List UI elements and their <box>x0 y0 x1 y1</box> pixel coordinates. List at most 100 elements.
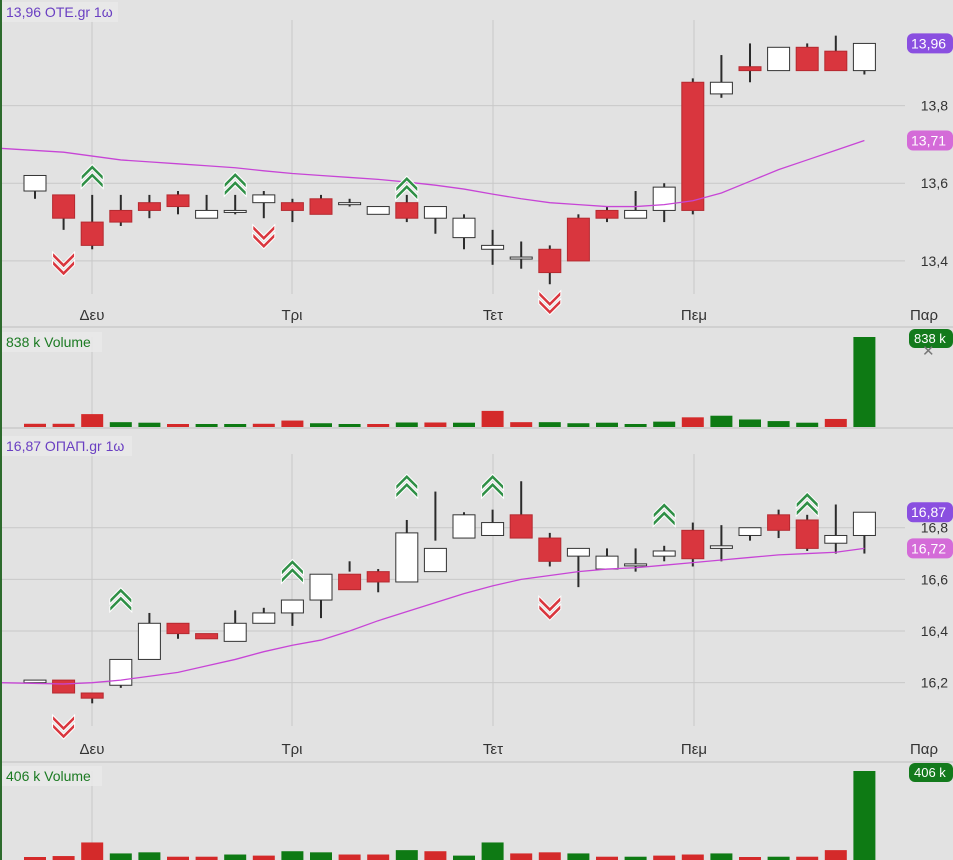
candle[interactable] <box>652 550 676 557</box>
candle[interactable] <box>395 202 419 219</box>
volume-bar[interactable] <box>338 854 361 860</box>
candle[interactable] <box>852 42 876 72</box>
volume-bar[interactable] <box>538 852 561 860</box>
candle[interactable] <box>23 174 47 192</box>
volume-bar[interactable] <box>796 422 819 427</box>
volume-bar[interactable] <box>653 421 676 427</box>
candle[interactable] <box>509 514 533 539</box>
volume-bar[interactable] <box>281 420 304 427</box>
candle[interactable] <box>252 194 276 204</box>
candle[interactable] <box>109 209 133 223</box>
volume-bar[interactable] <box>824 418 847 427</box>
candle[interactable] <box>52 194 76 219</box>
candle[interactable] <box>166 194 190 208</box>
candle[interactable] <box>252 612 276 624</box>
volume-bar[interactable] <box>710 853 733 860</box>
opap-volume-panel[interactable]: 406 k Volume 406 k <box>2 763 953 860</box>
candle[interactable] <box>681 529 705 560</box>
candle[interactable] <box>595 209 619 219</box>
candle[interactable] <box>709 545 733 549</box>
volume-bar[interactable] <box>367 424 390 427</box>
volume-bar[interactable] <box>310 423 332 427</box>
volume-bar[interactable] <box>424 851 447 860</box>
candle[interactable] <box>309 573 333 601</box>
opap-price-panel[interactable]: 16,2 16,4 16,6 16,816,87 16,72 16,87 ΟΠΑΠ.gr… <box>0 436 953 740</box>
candle[interactable] <box>538 537 562 562</box>
volume-bar[interactable] <box>195 856 218 860</box>
candle[interactable] <box>166 622 190 635</box>
candle[interactable] <box>481 522 505 536</box>
volume-bar[interactable] <box>224 424 247 427</box>
volume-bar[interactable] <box>510 422 533 427</box>
volume-bar[interactable] <box>81 414 104 427</box>
candle[interactable] <box>23 679 47 684</box>
candle[interactable] <box>852 511 876 536</box>
candle[interactable] <box>280 599 304 614</box>
candle[interactable] <box>795 519 819 549</box>
volume-bar[interactable] <box>853 771 876 860</box>
volume-bar[interactable] <box>138 852 161 860</box>
candle[interactable] <box>452 514 476 539</box>
volume-bar[interactable] <box>510 853 533 860</box>
candle[interactable] <box>338 573 362 591</box>
candle[interactable] <box>681 81 705 211</box>
volume-bar[interactable] <box>252 855 275 860</box>
ote-price-panel[interactable]: 13,4 13,6 13,8 13,96 13,71 13,96 OTE.gr 1ω <box>0 2 953 316</box>
candle[interactable] <box>566 217 590 262</box>
candle[interactable] <box>195 633 219 640</box>
volume-bar[interactable] <box>195 424 218 427</box>
volume-bar[interactable] <box>52 423 75 427</box>
volume-bar[interactable] <box>767 421 790 427</box>
candle[interactable] <box>366 206 390 215</box>
candle[interactable] <box>452 217 476 239</box>
volume-bar[interactable] <box>338 424 361 427</box>
volume-bar[interactable] <box>167 424 189 427</box>
candle[interactable] <box>423 547 447 573</box>
volume-bar[interactable] <box>796 856 819 860</box>
candle[interactable] <box>223 209 247 213</box>
candle[interactable] <box>595 555 619 570</box>
volume-bar[interactable] <box>224 854 247 860</box>
volume-bar[interactable] <box>710 415 733 427</box>
candle[interactable] <box>566 547 590 557</box>
volume-bar[interactable] <box>739 857 761 860</box>
candle[interactable] <box>137 202 161 211</box>
volume-bar[interactable] <box>853 337 876 427</box>
candle[interactable] <box>767 46 791 72</box>
candle[interactable] <box>223 622 247 642</box>
candle[interactable] <box>137 622 161 660</box>
volume-bar[interactable] <box>567 853 590 860</box>
candle[interactable] <box>481 244 505 250</box>
volume-bar[interactable] <box>481 410 504 427</box>
candle[interactable] <box>795 46 819 72</box>
candle[interactable] <box>280 202 304 211</box>
candle[interactable] <box>80 221 104 246</box>
volume-bar[interactable] <box>24 857 46 860</box>
volume-bar[interactable] <box>109 422 132 427</box>
volume-bar[interactable] <box>138 422 161 427</box>
volume-bar[interactable] <box>52 856 75 860</box>
volume-bar[interactable] <box>395 422 418 427</box>
volume-bar[interactable] <box>824 850 847 860</box>
candle[interactable] <box>767 514 791 531</box>
candle[interactable] <box>538 248 562 274</box>
close-icon[interactable]: ✕ <box>922 343 935 360</box>
volume-bar[interactable] <box>453 422 475 427</box>
candle[interactable] <box>52 679 76 694</box>
volume-bar[interactable] <box>481 842 504 860</box>
volume-bar[interactable] <box>653 855 676 860</box>
volume-bar[interactable] <box>767 856 790 860</box>
candle[interactable] <box>195 209 219 219</box>
volume-bar[interactable] <box>167 856 189 860</box>
volume-bar[interactable] <box>109 853 132 860</box>
candle[interactable] <box>395 532 419 583</box>
volume-bar[interactable] <box>681 854 704 860</box>
candle[interactable] <box>624 563 648 567</box>
volume-bar[interactable] <box>367 854 390 860</box>
candle[interactable] <box>738 66 762 72</box>
candle[interactable] <box>824 50 848 72</box>
candle[interactable] <box>309 198 333 215</box>
volume-bar[interactable] <box>252 423 275 427</box>
candle[interactable] <box>824 534 848 544</box>
candle[interactable] <box>624 209 648 219</box>
